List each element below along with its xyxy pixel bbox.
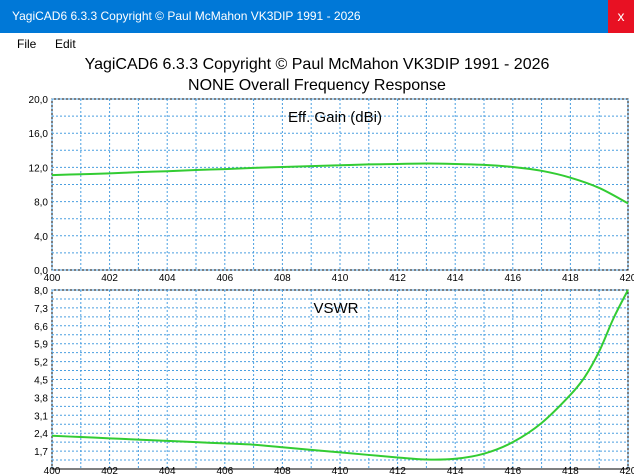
y-tick-label: 4,5	[34, 376, 48, 387]
chart-title: VSWR	[314, 300, 359, 317]
y-tick-label: 20,0	[29, 95, 49, 106]
y-tick-label: 1,7	[34, 447, 48, 458]
x-tick-label: 420	[620, 466, 634, 476]
chart-vswr: 1,7 2,4 3,1 3,8 4,5 5,2 5,9 6,6 7,3 8,0 400 402 404 4…	[34, 286, 634, 476]
x-tick-label: 414	[447, 273, 464, 284]
menu-bar: File Edit	[0, 33, 634, 55]
x-tick-label: 410	[332, 273, 349, 284]
y-tick-label: 6,6	[34, 322, 48, 333]
y-tick-label: 2,4	[34, 429, 48, 440]
x-tick-label: 418	[562, 466, 579, 476]
y-tick-label: 5,2	[34, 358, 48, 369]
x-tick-label: 412	[389, 273, 406, 284]
x-tick-label: 418	[562, 273, 579, 284]
y-tick-label: 16,0	[29, 129, 49, 140]
x-tick-label: 406	[216, 466, 233, 476]
plot-header-title: YagiCAD6 6.3.3 Copyright © Paul McMahon …	[84, 56, 550, 73]
y-tick-label: 3,8	[34, 393, 48, 404]
x-tick-label: 404	[159, 466, 176, 476]
x-tick-label: 420	[620, 273, 634, 284]
series-line	[51, 289, 629, 461]
menu-file[interactable]: File	[17, 37, 37, 51]
y-tick-label: 0,0	[34, 266, 48, 277]
x-tick-label: 410	[332, 466, 349, 476]
x-tick-label: 400	[44, 466, 61, 476]
menu-edit[interactable]: Edit	[55, 37, 76, 51]
y-tick-label: 5,9	[34, 340, 48, 351]
title-bar: YagiCAD6 6.3.3 Copyright © Paul McMahon …	[0, 0, 634, 33]
chart-title: Eff. Gain (dBi)	[288, 109, 382, 126]
x-tick-label: 408	[274, 466, 291, 476]
series-line	[51, 162, 629, 205]
y-tick-label: 4,0	[34, 232, 48, 243]
window-title: YagiCAD6 6.3.3 Copyright © Paul McMahon …	[12, 9, 361, 23]
y-tick-label: 8,0	[34, 286, 48, 297]
x-tick-label: 412	[389, 466, 406, 476]
chart-gain: 0,0 4,0 8,0 12,0 16,0 20,0 400 402 404 406 408 410 4…	[29, 95, 634, 284]
x-tick-label: 406	[216, 273, 233, 284]
close-icon: x	[617, 8, 625, 24]
x-tick-label: 416	[504, 273, 521, 284]
x-tick-label: 414	[447, 466, 464, 476]
x-tick-label: 402	[101, 466, 118, 476]
x-tick-label: 408	[274, 273, 291, 284]
x-tick-label: 402	[101, 273, 118, 284]
x-tick-label: 400	[44, 273, 61, 284]
x-tick-label: 404	[159, 273, 176, 284]
y-tick-label: 12,0	[29, 163, 49, 174]
x-tick-label: 416	[504, 466, 521, 476]
y-tick-label: 7,3	[34, 304, 48, 315]
plot-header-subtitle: NONE Overall Frequency Response	[188, 77, 446, 94]
close-button[interactable]: x	[608, 0, 634, 33]
y-tick-label: 8,0	[34, 198, 48, 209]
y-tick-label: 3,1	[34, 411, 48, 422]
